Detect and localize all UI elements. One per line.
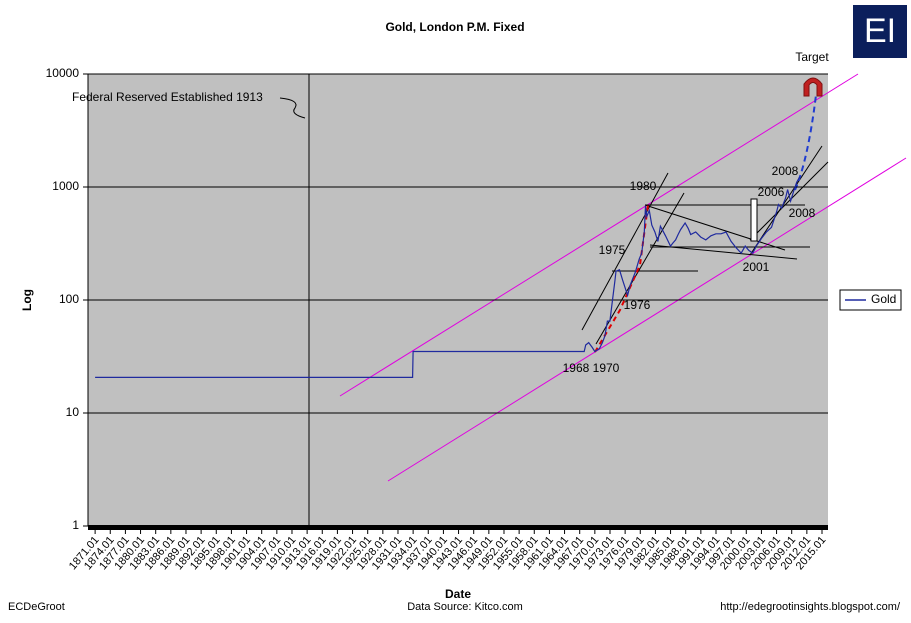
annotation: 1968 1970 [563, 361, 620, 375]
x-axis-title: Date [445, 587, 471, 601]
magnet-icon [803, 77, 823, 97]
projection [794, 94, 817, 191]
legend-label: Gold [871, 292, 896, 306]
channel-line [339, 73, 859, 397]
highlight-box [750, 198, 758, 242]
logo-box [853, 5, 907, 58]
annotation: 2006 [758, 185, 785, 199]
trend-line [749, 161, 829, 241]
y-tick-label: 100 [59, 292, 79, 306]
x-axis-band [88, 525, 828, 530]
gold-line [95, 176, 801, 378]
annotation: Target [795, 50, 829, 64]
annotation: 1976 [624, 298, 651, 312]
trend-line [644, 204, 786, 251]
y-tick-label: 1000 [52, 179, 79, 193]
y-tick-label: 1 [72, 518, 79, 532]
annotation: 2001 [743, 260, 770, 274]
annotation: 2008 [772, 164, 799, 178]
y-tick-label: 10 [66, 405, 80, 419]
callout-line [279, 97, 306, 119]
trend-line [581, 172, 669, 331]
annotation: 1975 [599, 243, 626, 257]
logo: EI [864, 12, 896, 50]
annotation: 2008 [789, 206, 816, 220]
annotation: Federal Reserved Established 1913 [72, 90, 263, 104]
channel-line [387, 157, 907, 482]
chart-title: Gold, London P.M. Fixed [385, 20, 524, 34]
annotation: 1980 [630, 179, 657, 193]
footer-center: Data Source: Kitco.com [407, 601, 523, 613]
y-tick-label: 10000 [46, 66, 80, 80]
y-axis-title: Log [20, 289, 34, 311]
legend-box [839, 289, 902, 311]
footer-right: http://edegrootinsights.blogspot.com/ [720, 601, 901, 613]
footer-left: ECDeGroot [8, 601, 65, 613]
